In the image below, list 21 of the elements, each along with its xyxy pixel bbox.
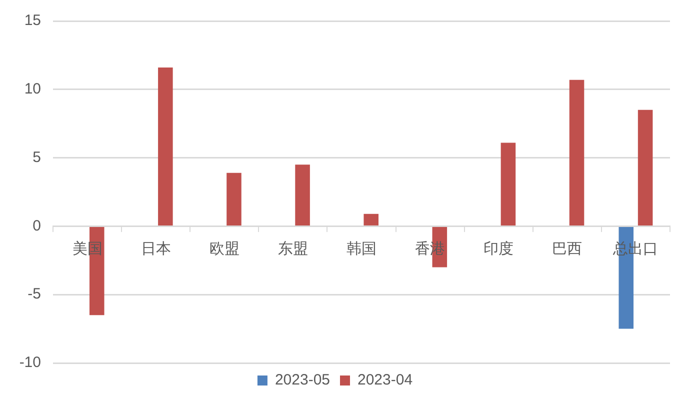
- bar: [500, 142, 516, 226]
- bar: [158, 68, 173, 226]
- x-tick-label: 日本: [140, 240, 171, 258]
- y-tick-label: 0: [32, 217, 41, 234]
- x-tick-label: 欧盟: [209, 240, 240, 258]
- y-tick-label: 10: [24, 80, 41, 98]
- x-tick-label: 巴西: [552, 240, 582, 258]
- legend-label: 2023-04: [358, 372, 413, 389]
- x-tick-label: 印度: [484, 240, 514, 258]
- bar: [569, 80, 584, 226]
- y-tick-label: 15: [24, 12, 41, 30]
- y-tick-label: 5: [32, 148, 41, 166]
- x-tick-label: 韩国: [346, 240, 376, 258]
- bar: [295, 164, 310, 226]
- y-tick-label: -5: [28, 286, 41, 303]
- bar: [638, 110, 653, 226]
- bar: [364, 214, 378, 226]
- bar: [226, 172, 242, 226]
- x-tick-label: 东盟: [278, 240, 308, 258]
- y-tick-label: -10: [19, 354, 41, 372]
- legend-label: 2023-05: [274, 372, 330, 389]
